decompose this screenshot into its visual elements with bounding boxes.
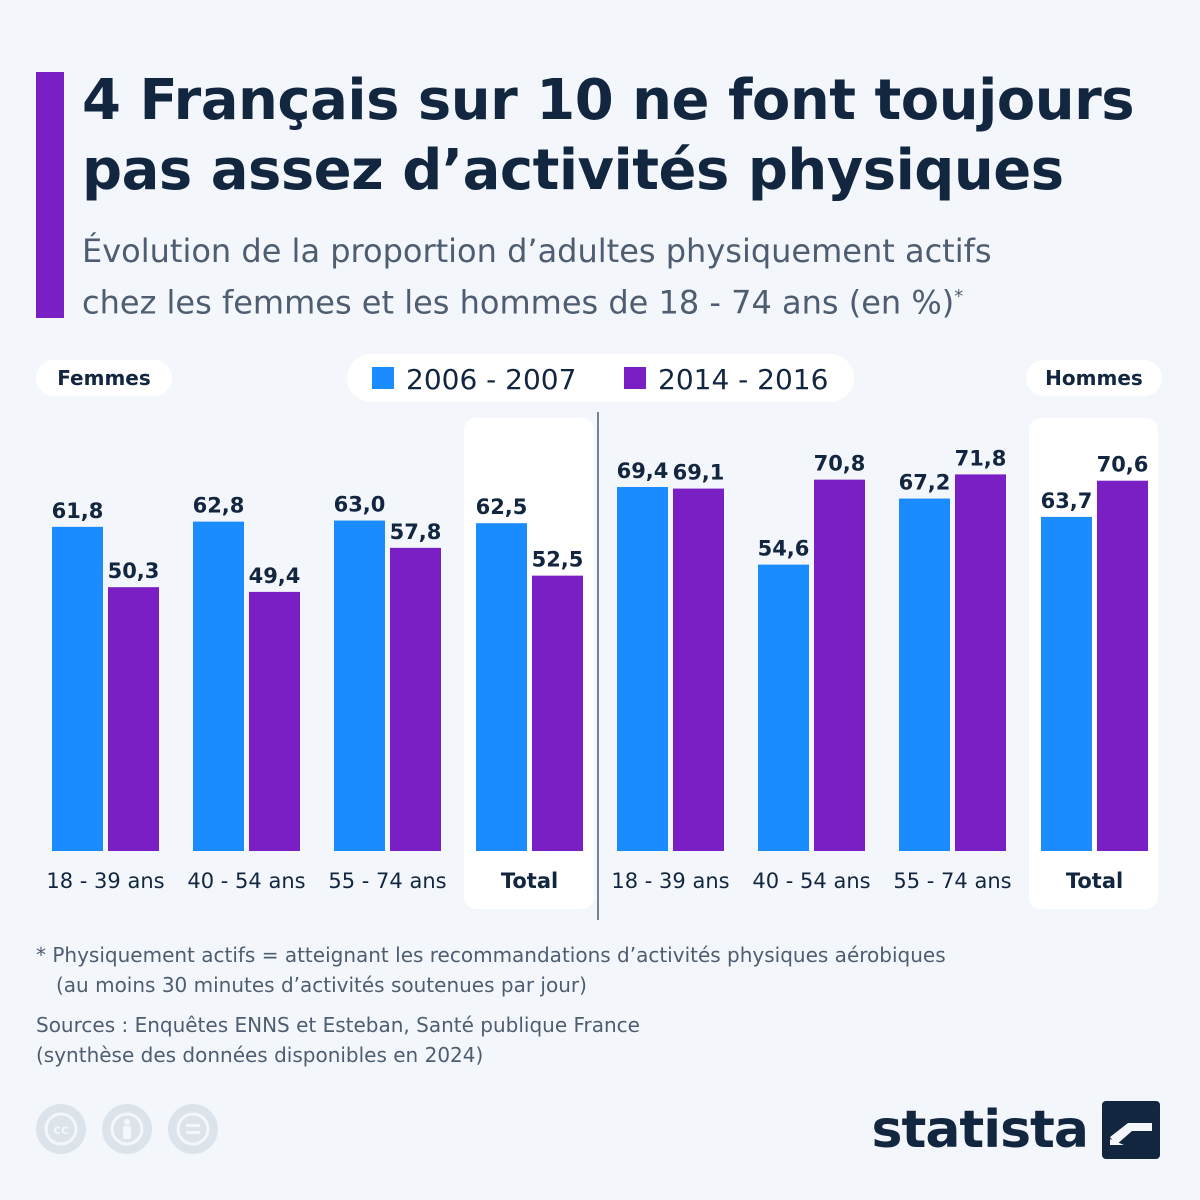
group-hommes-label: Hommes xyxy=(1045,366,1143,390)
bar-value-label: 63,0 xyxy=(334,493,386,517)
bar-1-4 xyxy=(673,488,724,851)
bar-1-6 xyxy=(955,474,1006,851)
bar-value-label: 69,4 xyxy=(617,459,669,483)
legend-box xyxy=(347,354,854,402)
legend-label-0: 2006 - 2007 xyxy=(406,363,576,396)
bar-0-1 xyxy=(193,521,244,851)
bar-1-1 xyxy=(249,591,300,851)
subtitle-footnote-mark: * xyxy=(954,286,964,307)
subtitle-line-2: chez les femmes et les hommes de 18 - 74… xyxy=(82,283,955,322)
footnote-line-2: (au moins 30 minutes d’activités soutenu… xyxy=(56,973,587,997)
statista-logo-icon xyxy=(1102,1101,1160,1159)
bar-value-label: 63,7 xyxy=(1041,489,1093,513)
bar-value-label: 62,8 xyxy=(193,494,245,518)
bar-value-label: 70,6 xyxy=(1097,453,1149,477)
category-label: 18 - 39 ans xyxy=(46,869,164,893)
subtitle-line-1: Évolution de la proportion d’adultes phy… xyxy=(82,232,992,270)
brand: statista xyxy=(872,1100,1160,1160)
subtitle: Évolution de la proportion d’adultes phy… xyxy=(82,228,1182,326)
svg-text:cc: cc xyxy=(53,1123,68,1138)
bar-value-label: 62,5 xyxy=(476,495,528,519)
title-line-2: pas assez d’activités physiques xyxy=(82,138,1064,203)
bar-0-3 xyxy=(476,523,527,851)
bar-chart: Femmes Hommes 2006 - 2007 2014 - 2016 61,8 62… xyxy=(36,354,1162,920)
cc-icon[interactable]: cc xyxy=(36,1104,86,1154)
bar-value-label: 69,1 xyxy=(673,461,725,485)
category-label: 18 - 39 ans xyxy=(611,869,729,893)
category-label: 55 - 74 ans xyxy=(893,869,1011,893)
category-label: 40 - 54 ans xyxy=(187,869,305,893)
bar-1-7 xyxy=(1097,480,1148,851)
bar-value-label: 71,8 xyxy=(955,446,1007,470)
bar-0-0 xyxy=(52,526,103,851)
bar-value-label: 61,8 xyxy=(52,499,104,523)
legend-label-1: 2014 - 2016 xyxy=(658,363,828,396)
bar-value-label: 49,4 xyxy=(249,564,301,588)
bar-1-0 xyxy=(108,587,159,851)
page-title: 4 Français sur 10 ne font toujours pas a… xyxy=(82,66,1182,206)
sources-line-2: (synthèse des données disponibles en 202… xyxy=(36,1043,484,1067)
license-icons: cc xyxy=(36,1104,218,1154)
bar-0-6 xyxy=(899,498,950,851)
bar-1-5 xyxy=(814,479,865,851)
brand-name: statista xyxy=(871,1100,1089,1160)
attribution-icon[interactable] xyxy=(102,1104,152,1154)
legend-swatch-0 xyxy=(372,367,394,389)
bar-value-label: 57,8 xyxy=(390,520,442,544)
sources-line-1: Sources : Enquêtes ENNS et Esteban, Sant… xyxy=(36,1013,640,1037)
no-derivatives-icon[interactable] xyxy=(168,1104,218,1154)
title-line-1: 4 Français sur 10 ne font toujours xyxy=(82,68,1135,133)
bar-value-label: 54,6 xyxy=(758,537,810,561)
bar-value-label: 70,8 xyxy=(814,452,866,476)
sources: Sources : Enquêtes ENNS et Esteban, Sant… xyxy=(36,1010,1156,1070)
bar-0-4 xyxy=(617,486,668,851)
footnote-line-1: * Physiquement actifs = atteignant les r… xyxy=(36,943,946,967)
bar-1-3 xyxy=(532,575,583,851)
group-femmes-pill xyxy=(36,360,172,396)
group-hommes-pill xyxy=(1026,360,1162,396)
bar-value-label: 67,2 xyxy=(899,471,951,495)
category-label: Total xyxy=(1066,869,1123,893)
legend-swatch-1 xyxy=(624,367,646,389)
category-label: 55 - 74 ans xyxy=(328,869,446,893)
footnote: * Physiquement actifs = atteignant les r… xyxy=(36,940,1156,1000)
group-femmes-label: Femmes xyxy=(57,366,151,390)
category-label: 40 - 54 ans xyxy=(752,869,870,893)
bar-1-2 xyxy=(390,547,441,851)
bar-value-label: 50,3 xyxy=(108,559,160,583)
bar-0-7 xyxy=(1041,516,1092,851)
title-accent-bar xyxy=(36,72,64,318)
bar-0-5 xyxy=(758,564,809,851)
category-label: Total xyxy=(501,869,558,893)
bar-0-2 xyxy=(334,520,385,851)
bar-value-label: 52,5 xyxy=(532,548,584,572)
